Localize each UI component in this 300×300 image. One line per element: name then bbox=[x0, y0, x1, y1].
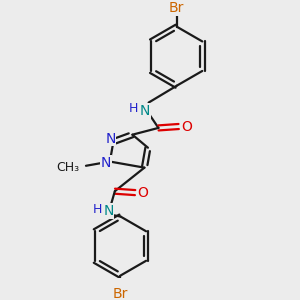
Text: CH₃: CH₃ bbox=[56, 161, 79, 174]
Text: H: H bbox=[129, 102, 138, 115]
Text: Br: Br bbox=[113, 287, 128, 300]
Text: N: N bbox=[105, 132, 116, 146]
Text: N: N bbox=[103, 204, 114, 218]
Text: N: N bbox=[100, 156, 111, 170]
Text: H: H bbox=[92, 203, 102, 216]
Text: N: N bbox=[140, 104, 150, 118]
Text: O: O bbox=[137, 186, 148, 200]
Text: O: O bbox=[181, 119, 192, 134]
Text: Br: Br bbox=[169, 2, 184, 15]
